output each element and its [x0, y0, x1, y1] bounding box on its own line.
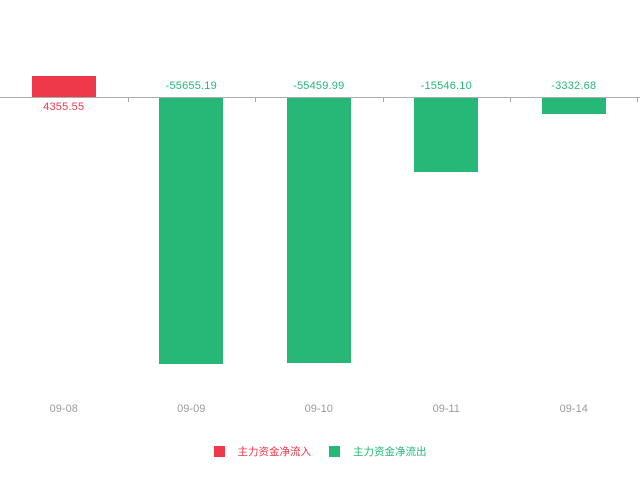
bar-net-outflow — [286, 98, 351, 363]
inflow-swatch-icon — [213, 446, 225, 457]
bar-value-label: -3332.68 — [551, 80, 597, 92]
bar-value-label: 4355.55 — [43, 101, 85, 113]
axis-tick — [255, 98, 256, 102]
bar-net-inflow — [31, 76, 96, 97]
axis-tick — [637, 98, 638, 102]
legend-label: 主力资金净流入 — [237, 446, 312, 458]
axis-tick — [510, 98, 511, 102]
axis-tick — [127, 98, 129, 102]
chart-legend: 主力资金净流入 主力资金净流出 — [0, 444, 640, 459]
axis-tick — [382, 98, 384, 102]
legend-label: 主力资金净流出 — [353, 446, 427, 458]
zero-axis-line — [0, 97, 640, 98]
x-axis-label: 09-14 — [559, 403, 588, 415]
x-axis-label: 09-09 — [177, 403, 206, 415]
bar-net-outflow — [541, 98, 606, 114]
bar-net-outflow — [414, 98, 479, 172]
bar-value-label: -55655.19 — [165, 80, 217, 92]
bar-value-label: -55459.99 — [293, 80, 345, 92]
bar-net-outflow — [159, 98, 224, 364]
x-axis-label: 09-10 — [304, 403, 333, 415]
x-axis-label: 09-08 — [49, 403, 78, 415]
bar-value-label: -15546.10 — [420, 80, 472, 92]
legend-item-net-inflow[interactable]: 主力资金净流入 — [213, 444, 312, 459]
outflow-swatch-icon — [329, 446, 340, 457]
x-axis-label: 09-11 — [432, 403, 460, 415]
legend-item-net-outflow[interactable]: 主力资金净流出 — [329, 444, 427, 459]
